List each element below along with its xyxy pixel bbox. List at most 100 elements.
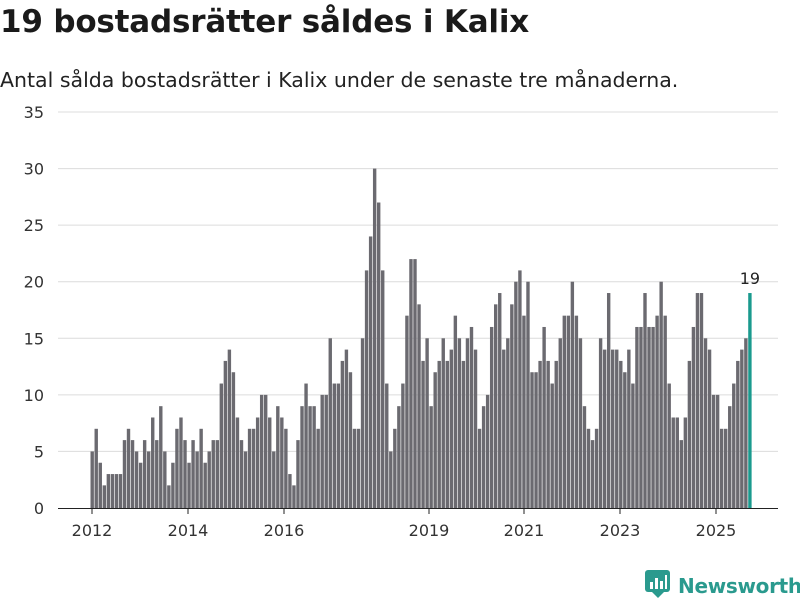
bar: [707, 349, 712, 508]
bar: [695, 293, 700, 508]
bar: [360, 338, 365, 508]
bar: [348, 372, 353, 508]
bar: [703, 338, 708, 508]
bar: [356, 428, 361, 508]
bar: [211, 440, 215, 508]
y-tick-label: 10: [24, 386, 44, 405]
y-tick-label: 5: [34, 442, 44, 461]
bar: [284, 428, 288, 508]
bar: [191, 440, 195, 508]
y-tick-label: 0: [34, 499, 44, 518]
bar: [159, 406, 163, 508]
bar: [405, 315, 409, 508]
bar: [304, 383, 308, 508]
bar: [328, 338, 332, 508]
bar: [259, 394, 264, 508]
y-tick-label: 30: [24, 160, 44, 179]
bar: [312, 406, 316, 508]
bar: [655, 315, 659, 508]
bar: [719, 428, 724, 508]
bar: [433, 372, 437, 508]
bar: [296, 440, 300, 508]
bar: [715, 394, 720, 508]
bar: [445, 360, 449, 508]
bar: [417, 304, 421, 508]
bar: [393, 428, 397, 508]
bar: [651, 326, 655, 508]
bar: [203, 462, 207, 508]
highlight-value-label: 19: [740, 269, 760, 288]
bar: [530, 372, 534, 508]
bar: [635, 326, 639, 508]
bar: [514, 281, 518, 508]
x-tick-label: 2023: [600, 521, 641, 540]
bar: [526, 281, 530, 508]
bar: [586, 428, 591, 508]
bar: [231, 372, 236, 508]
bar: [122, 440, 127, 508]
bar: [215, 440, 219, 508]
bar: [711, 394, 716, 508]
bar: [449, 349, 454, 508]
bar: [683, 417, 688, 508]
bar: [453, 315, 458, 508]
bar: [223, 360, 228, 508]
bar: [163, 451, 167, 508]
bar: [522, 315, 526, 508]
bar: [506, 338, 510, 508]
x-tick-label: 2012: [72, 521, 113, 540]
bar: [280, 417, 284, 508]
bar: [437, 360, 441, 508]
x-tick-label: 2019: [409, 521, 450, 540]
bar: [227, 349, 232, 508]
bar: [489, 326, 494, 508]
bar: [344, 349, 349, 508]
bar: [368, 236, 373, 508]
bar: [243, 451, 248, 508]
bar: [98, 462, 102, 508]
bar: [659, 281, 663, 508]
bar: [481, 406, 486, 508]
x-tick-label: 2025: [696, 521, 737, 540]
bar: [300, 406, 304, 508]
bar: [498, 293, 502, 508]
bar: [485, 394, 490, 508]
bar: [542, 326, 546, 508]
bar: [114, 474, 119, 508]
bar: [465, 338, 470, 508]
bar: [602, 349, 607, 508]
bar: [187, 462, 191, 508]
bar: [352, 428, 357, 508]
bar: [457, 338, 462, 508]
bar: [110, 474, 115, 508]
bar: [469, 326, 474, 508]
bar: [606, 293, 611, 508]
bar: [118, 474, 123, 508]
bar: [207, 451, 211, 508]
bar: [598, 338, 603, 508]
bar: [724, 428, 728, 508]
bar: [255, 417, 260, 508]
bar: [643, 293, 647, 508]
y-tick-label: 25: [24, 216, 44, 235]
bar: [134, 451, 139, 508]
bar: [699, 293, 704, 508]
bar: [264, 394, 268, 508]
bar: [473, 349, 478, 508]
bar: [441, 338, 445, 508]
bar: [102, 485, 107, 508]
bar: [510, 304, 514, 508]
bar: [340, 360, 345, 508]
bar: [126, 428, 131, 508]
bar: [324, 394, 328, 508]
bar: [276, 406, 280, 508]
bar: [146, 451, 151, 508]
bar: [142, 440, 147, 508]
brand: Newsworthy: [644, 569, 800, 603]
bar: [675, 417, 679, 508]
bar: [647, 326, 651, 508]
bar: [151, 417, 155, 508]
bar: [429, 406, 433, 508]
bar: [590, 440, 595, 508]
bar: [562, 315, 566, 508]
